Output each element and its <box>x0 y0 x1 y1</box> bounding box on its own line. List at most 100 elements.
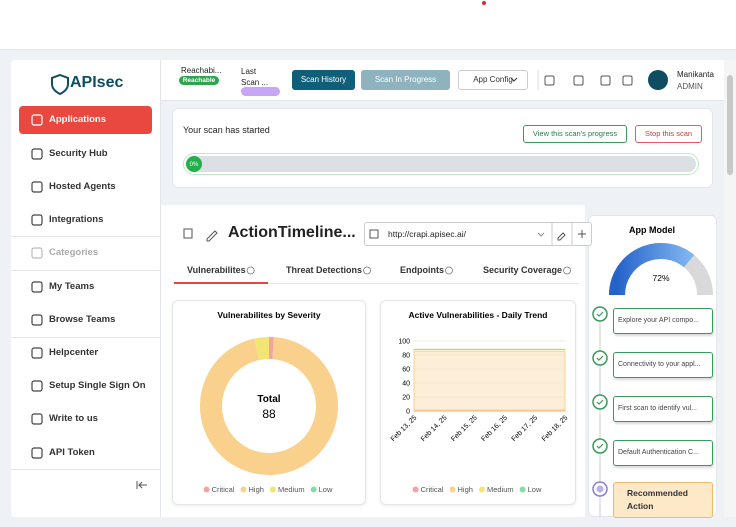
legend-swatch <box>203 486 210 493</box>
step-label: Explore your API compo... <box>618 317 699 324</box>
nav-item[interactable]: Hosted Agents <box>49 181 116 192</box>
legend-label: Critical <box>421 485 444 494</box>
x-tick-label: Feb 18, 25 <box>541 414 570 443</box>
chart-title: Vulnerabilites by Severity <box>217 310 320 320</box>
dropdown-chevron <box>510 77 518 82</box>
step-label: Default Authentication C... <box>618 449 699 456</box>
progress-fill <box>186 156 202 172</box>
status-dot <box>482 1 486 5</box>
toolbar-icon <box>622 75 633 86</box>
toolbar-icon <box>573 75 584 86</box>
y-tick-label: 80 <box>402 353 410 360</box>
tab[interactable]: Security Coverage <box>483 265 563 275</box>
tab[interactable]: Threat Detections <box>286 265 363 275</box>
scrollbar-thumb <box>727 75 733 175</box>
logo-icon <box>51 73 69 96</box>
toolbar-button[interactable]: Scan History <box>292 70 355 90</box>
reachability-label: Reachabi... <box>181 66 222 75</box>
nav-icon <box>31 413 43 425</box>
donut-total: 88 <box>262 407 276 421</box>
tab[interactable]: Endpoints <box>400 265 444 275</box>
nav-item[interactable]: Applications <box>49 114 107 125</box>
step-check-mark <box>596 399 604 405</box>
nav-icon <box>31 114 43 126</box>
reachability-badge: Reachable <box>179 76 219 85</box>
last-scan-label: Last Scan ... <box>241 67 269 87</box>
step-card <box>613 308 713 334</box>
tab[interactable]: Vulnerabilites <box>187 265 246 275</box>
trend-card <box>380 300 576 505</box>
step-check <box>592 438 608 454</box>
nav-item[interactable]: API Token <box>49 447 95 458</box>
info-icon <box>563 266 571 275</box>
url-box[interactable] <box>364 222 592 246</box>
step-check <box>592 350 608 366</box>
step-check-mark <box>596 355 604 361</box>
avatar <box>648 70 668 90</box>
info-icon <box>445 266 453 275</box>
nav-item[interactable]: My Teams <box>49 281 95 292</box>
legend-label: Critical <box>212 485 235 494</box>
legend-label: Medium <box>487 485 514 494</box>
progress-inner <box>186 156 696 172</box>
recommended-label: Recommended Action <box>627 488 688 511</box>
legend-label: Medium <box>278 485 305 494</box>
user-name: Manikanta <box>677 70 714 79</box>
tab-active-underline <box>174 282 268 284</box>
nav-icon <box>31 281 43 293</box>
nav-active-bg <box>19 106 152 134</box>
nav-item[interactable]: Security Hub <box>49 148 108 159</box>
url-text: http://crapi.apisec.ai/ <box>388 229 466 239</box>
nav-item[interactable]: Write to us <box>49 413 98 424</box>
user-role: ADMIN <box>677 82 703 91</box>
legend-label: Low <box>319 485 333 494</box>
y-tick-label: 100 <box>398 339 410 346</box>
toolbar-button[interactable]: Scan In Progress <box>361 70 450 90</box>
scan-action[interactable]: Stop this scan <box>635 125 702 143</box>
nav-item[interactable]: Setup Single Sign On <box>49 380 146 391</box>
nav-separator <box>11 270 160 271</box>
scan-action[interactable]: View this scan's progress <box>523 125 627 143</box>
x-tick-label: Feb 13, 25 <box>390 414 419 443</box>
nav-icon <box>31 314 43 326</box>
legend-swatch <box>478 486 485 493</box>
x-tick-label: Feb 16, 25 <box>480 414 509 443</box>
nav-separator <box>11 469 160 470</box>
step-card <box>613 352 713 378</box>
x-tick-label: Feb 17, 25 <box>511 414 540 443</box>
chart-title: Active Vulnerabilities - Daily Trend <box>408 310 547 320</box>
nav-icon <box>31 181 43 193</box>
nav-item[interactable]: Integrations <box>49 214 104 225</box>
y-tick-label: 0 <box>406 409 410 416</box>
step-check <box>592 306 608 322</box>
url-add-icon <box>578 230 586 238</box>
step-check <box>592 394 608 410</box>
url-chevron <box>537 232 545 237</box>
step-label: First scan to identify vul... <box>618 405 697 412</box>
legend-swatch <box>240 486 247 493</box>
step-pending-inner <box>596 485 604 493</box>
copy-icon <box>183 228 193 239</box>
legend-swatch <box>310 486 317 493</box>
x-tick-label: Feb 15, 25 <box>450 414 479 443</box>
donut-center-label: Total <box>257 394 280 405</box>
legend-swatch <box>449 486 456 493</box>
url-copy-icon <box>369 229 379 239</box>
last-scan-badge <box>241 87 280 96</box>
nav-icon <box>31 380 43 392</box>
nav-item[interactable]: Browse Teams <box>49 314 116 325</box>
toolbar-button[interactable]: App Config <box>458 70 528 90</box>
edit-icon <box>206 230 218 242</box>
info-icon <box>363 266 371 275</box>
step-label: Connectivity to your appl... <box>618 361 701 368</box>
nav-item[interactable]: Helpcenter <box>49 347 99 358</box>
nav-item[interactable]: Categories <box>49 247 99 258</box>
progress-label: 0% <box>190 162 199 168</box>
nav-icon <box>31 347 43 359</box>
top-bar <box>0 0 736 50</box>
url-edit-icon <box>557 232 566 241</box>
area <box>413 351 566 411</box>
y-tick-label: 40 <box>402 381 410 388</box>
toolbar-icon <box>544 75 555 86</box>
